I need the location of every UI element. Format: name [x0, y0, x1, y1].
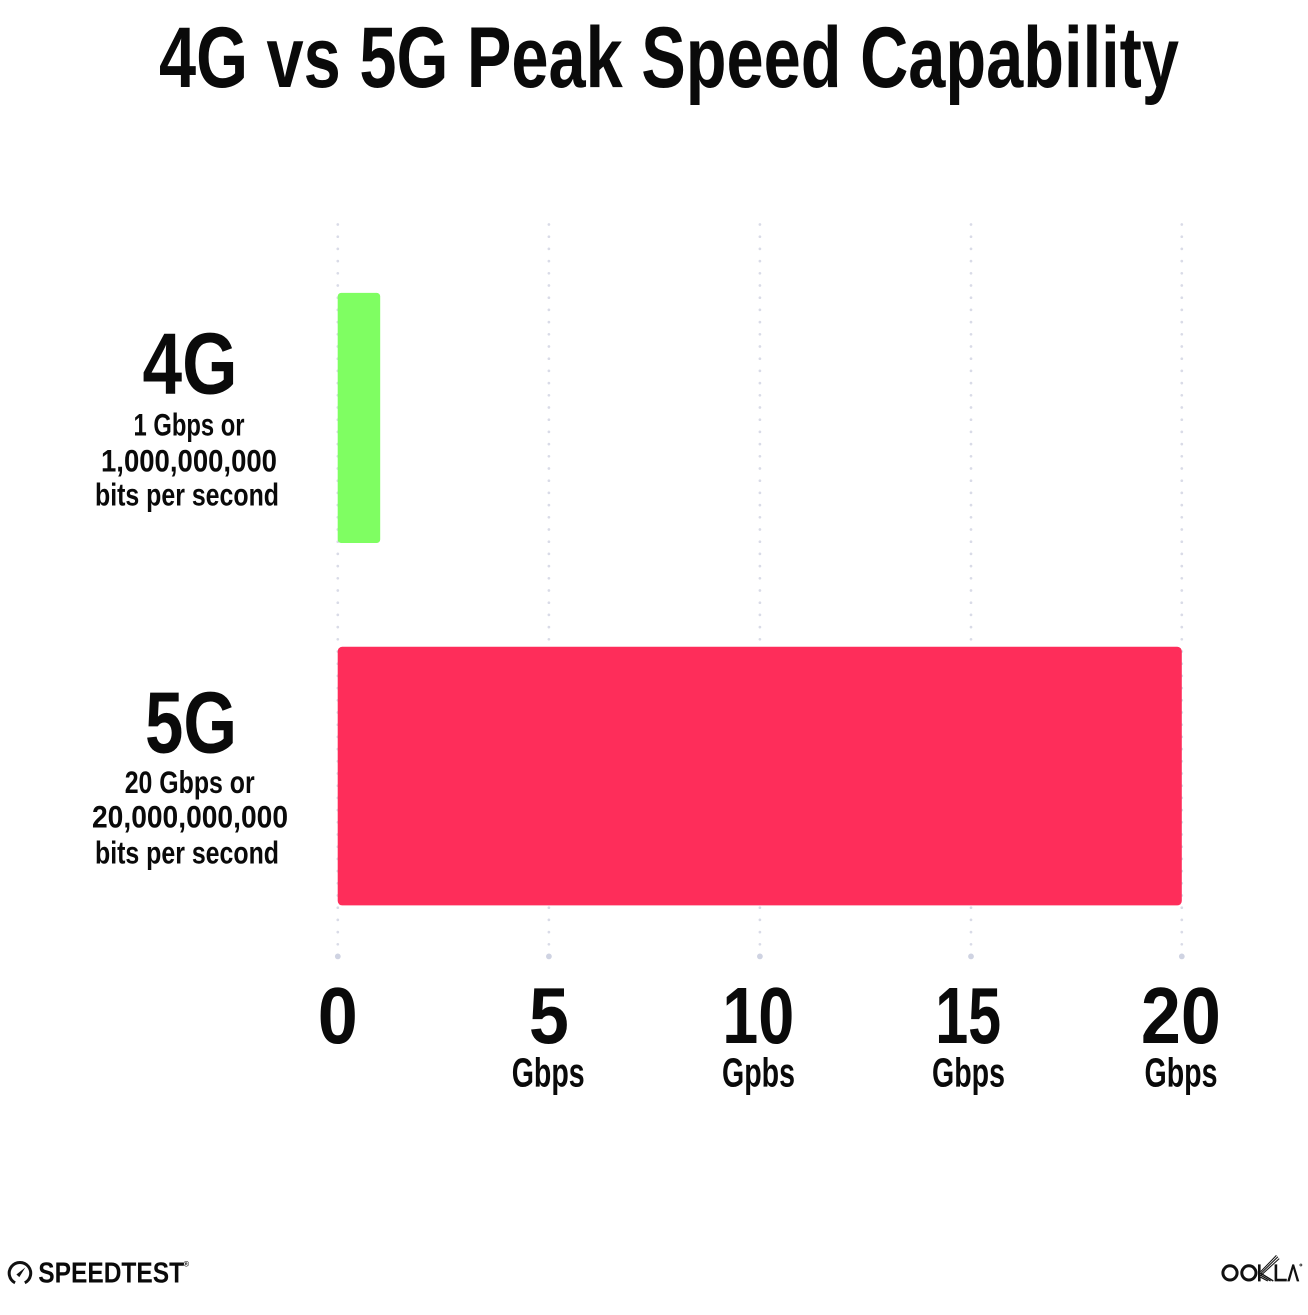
svg-text:4G: 4G	[143, 315, 238, 412]
svg-text:20,000,000,000: 20,000,000,000	[92, 799, 288, 835]
svg-text:1 Gbps or: 1 Gbps or	[134, 407, 245, 443]
svg-text:Gpbs: Gpbs	[722, 1050, 795, 1096]
svg-text:Gbps: Gbps	[932, 1050, 1005, 1096]
svg-text:5G: 5G	[145, 675, 237, 772]
svg-text:20 Gbps or: 20 Gbps or	[125, 764, 255, 800]
svg-text:SPEEDTEST: SPEEDTEST	[38, 1258, 184, 1290]
svg-text:4G vs 5G Peak Speed Capability: 4G vs 5G Peak Speed Capability	[159, 10, 1179, 106]
svg-text:15: 15	[935, 971, 1001, 1060]
svg-text:®: ®	[184, 1260, 190, 1269]
svg-text:bits per second: bits per second	[95, 477, 279, 513]
svg-text:10: 10	[722, 971, 794, 1060]
svg-text:1,000,000,000: 1,000,000,000	[101, 443, 277, 479]
svg-text:5: 5	[529, 971, 569, 1060]
svg-text:Gbps: Gbps	[512, 1050, 585, 1096]
svg-text:20: 20	[1141, 971, 1221, 1060]
svg-text:0: 0	[318, 971, 358, 1060]
svg-text:Gbps: Gbps	[1145, 1050, 1218, 1096]
svg-text:bits per second: bits per second	[95, 835, 279, 871]
